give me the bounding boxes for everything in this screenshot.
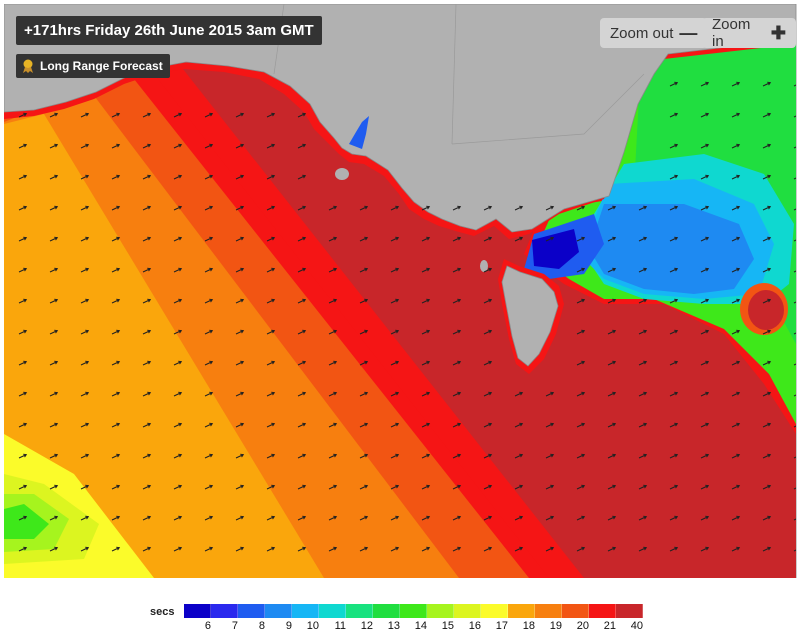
- legend-labels: 6 7 8 9 10 11 12 13 14 15 16 17 18 19 20 21 40: [184, 620, 643, 632]
- legend-swatch: [184, 604, 211, 618]
- legend-label: 9: [285, 620, 292, 632]
- legend-swatch: [292, 604, 319, 618]
- legend-label: 18: [522, 620, 535, 632]
- zoom-in-label: Zoom in: [712, 16, 751, 50]
- zoom-out-button[interactable]: Zoom out —: [600, 18, 708, 48]
- legend-swatch: [373, 604, 400, 618]
- legend-label: 16: [468, 620, 481, 632]
- period-legend: secs 6 7 8 9 10 11 12 13 14 15 16 17 18 19 20 21 40: [150, 604, 643, 638]
- plus-icon: ✚: [770, 23, 786, 43]
- legend-swatch: [508, 604, 535, 618]
- legend-label: 14: [414, 620, 427, 632]
- legend-label: 11: [334, 620, 346, 632]
- legend-swatch: [535, 604, 562, 618]
- legend-swatch: [265, 604, 292, 618]
- map-canvas: [4, 4, 796, 578]
- legend-swatch: [454, 604, 481, 618]
- legend-swatch: [616, 604, 643, 618]
- legend-label: 17: [495, 620, 508, 632]
- minus-icon: —: [679, 23, 698, 43]
- legend-label: 13: [387, 620, 400, 632]
- legend-swatches: [184, 604, 643, 618]
- legend-label: 19: [549, 620, 562, 632]
- medal-icon: [23, 59, 33, 73]
- legend-swatch: [346, 604, 373, 618]
- legend-swatch: [211, 604, 238, 618]
- legend-swatch: [400, 604, 427, 618]
- legend-label: 7: [231, 620, 238, 632]
- legend-swatch: [427, 604, 454, 618]
- legend-swatch: [589, 604, 616, 618]
- legend-label: 21: [603, 620, 616, 632]
- legend-label: 12: [360, 620, 373, 632]
- legend-label: 40: [630, 620, 643, 632]
- legend-swatch: [562, 604, 589, 618]
- legend-unit: secs: [150, 606, 175, 618]
- legend-label: 6: [204, 620, 211, 632]
- zoom-in-button[interactable]: Zoom in ✚: [702, 16, 796, 50]
- zoom-out-label: Zoom out: [610, 24, 674, 42]
- forecast-timestamp: +171hrs Friday 26th June 2015 3am GMT: [16, 16, 322, 45]
- legend-label: 20: [576, 620, 589, 632]
- legend-label: 8: [258, 620, 265, 632]
- wave-period-map[interactable]: +171hrs Friday 26th June 2015 3am GMT Lo…: [4, 4, 797, 578]
- legend-label: 10: [306, 620, 319, 632]
- legend-label: 15: [441, 620, 454, 632]
- legend-swatch: [481, 604, 508, 618]
- legend-swatch: [238, 604, 265, 618]
- legend-swatch: [319, 604, 346, 618]
- long-range-label: Long Range Forecast: [40, 59, 163, 73]
- long-range-badge: Long Range Forecast: [16, 54, 170, 78]
